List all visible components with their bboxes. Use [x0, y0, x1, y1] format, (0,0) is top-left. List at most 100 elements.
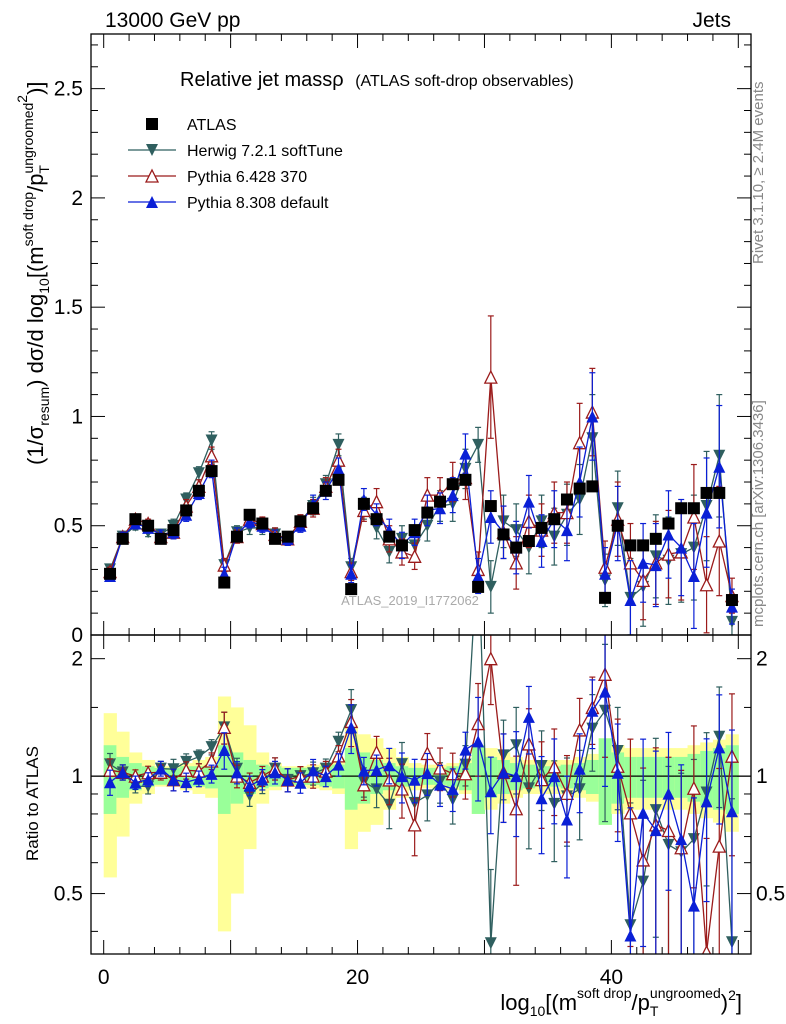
data-point — [713, 486, 726, 499]
y-tick-label: 1.5 — [54, 296, 83, 319]
pythia8-marker — [370, 763, 383, 776]
data-point — [180, 504, 193, 517]
ratio-tick-label-right: 2 — [756, 648, 768, 671]
pythia8-marker — [713, 460, 726, 473]
data-point — [269, 532, 282, 545]
y-tick-label: 2 — [71, 187, 83, 210]
data-point — [370, 513, 383, 526]
pythia8-marker — [395, 770, 408, 783]
pythia8-marker — [560, 813, 573, 826]
herwig-marker — [484, 937, 497, 950]
pythia8-marker — [383, 759, 396, 772]
herwig-marker — [146, 144, 158, 156]
data-point — [484, 500, 497, 513]
pythia8-marker — [142, 773, 155, 786]
y-axis-label: (1/σresum) dσ/d log10[(msoft drop/pTungr… — [14, 81, 52, 465]
pythia8-marker — [146, 196, 158, 208]
data-point — [383, 530, 396, 543]
x-tick-label: 20 — [346, 966, 369, 989]
x-axis-label: log10[(msoft drop/pTungroomed)2] — [500, 985, 742, 1019]
pythia8-marker — [586, 704, 599, 717]
legend-label-py8: Pythia 8.308 default — [187, 195, 329, 212]
pythia6-marker — [483, 369, 498, 384]
ratio-y-label: Ratio to ATLAS — [23, 746, 42, 861]
pythia8-marker — [230, 766, 243, 779]
svg-text:(1/σresum) dσ/d log10[(msoft d: (1/σresum) dσ/d log10[(msoft drop/pTungr… — [14, 81, 52, 465]
ratio-tick-label-right: 1 — [756, 765, 768, 788]
data-point — [560, 493, 573, 506]
pythia6-marker — [712, 838, 727, 853]
pythia8-marker — [713, 741, 726, 754]
data-point — [319, 484, 332, 497]
pythia8-marker — [192, 772, 205, 785]
pythia8-marker — [446, 489, 459, 502]
pythia6-marker — [458, 766, 473, 781]
axis-ticks: 0 20 40 0 0.5 1 1.5 2 2.5 0.5 0.5 1 1 2 2 — [54, 34, 785, 989]
data-point — [332, 473, 345, 486]
pythia8-marker — [434, 502, 447, 515]
ratio-tick-label-left: 0.5 — [54, 883, 83, 906]
x-tick-label: 0 — [98, 966, 110, 989]
ratio-line-py6 — [109, 658, 733, 953]
data-point — [725, 594, 738, 607]
y-tick-label: 0 — [71, 624, 83, 647]
data-point — [459, 473, 472, 486]
data-point — [700, 486, 713, 499]
pythia8-marker — [256, 773, 269, 786]
pythia8-marker — [725, 805, 738, 818]
data-point — [408, 524, 421, 537]
pythia8-marker — [472, 735, 485, 748]
pythia8-marker — [459, 743, 472, 756]
pythia8-marker — [535, 792, 548, 805]
herwig-marker — [192, 750, 205, 763]
herwig-marker — [192, 467, 205, 480]
ratio-plot-frame — [90, 634, 752, 955]
data-point — [573, 482, 586, 495]
ratio-band-inner-bin — [217, 745, 232, 814]
pythia8-marker — [662, 787, 675, 800]
data-point — [116, 532, 129, 545]
pythia8-marker — [484, 785, 497, 798]
pythia6-marker — [144, 168, 160, 183]
pythia8-marker — [560, 524, 573, 537]
data-point — [345, 583, 358, 596]
data-point — [662, 517, 675, 530]
svg-text:log10[(msoft drop/pTungroomed): log10[(msoft drop/pTungroomed)2] — [500, 985, 742, 1019]
pythia8-marker — [104, 776, 117, 789]
pythia8-marker — [624, 929, 637, 942]
pythia8-marker — [662, 528, 675, 541]
data-point — [154, 532, 167, 545]
pythia8-marker — [599, 685, 612, 698]
pythia8-marker — [459, 447, 472, 460]
x-tick-label: 40 — [600, 966, 623, 989]
pythia8-marker — [243, 779, 256, 792]
data-point — [611, 519, 624, 532]
analysis-watermark: ATLAS_2019_I1772062 — [341, 593, 479, 608]
pythia8-marker — [687, 569, 700, 582]
rivet-version-label: Rivet 3.1.10, ≥ 2.4M events — [750, 82, 767, 265]
pythia8-marker — [446, 782, 459, 795]
data-point — [192, 484, 205, 497]
data-point — [307, 502, 320, 515]
y-tick-label: 0.5 — [54, 515, 83, 538]
pythia8-marker — [522, 710, 535, 723]
pythia8-marker — [675, 833, 688, 846]
ratio-band-inner-bin — [344, 748, 359, 810]
pythia8-marker — [243, 515, 256, 528]
mcplots-citation-label: mcplots.cern.ch [arXiv:1306.3436] — [750, 400, 767, 627]
ratio-tick-label-left: 2 — [71, 648, 83, 671]
legend-label-herwig: Herwig 7.2.1 softTune — [187, 143, 343, 160]
data-point — [510, 541, 523, 554]
ratio-tick-label-right: 0.5 — [756, 883, 785, 906]
plot-title-main: Relative jet massρ — [180, 69, 344, 91]
pythia8-marker — [294, 776, 307, 789]
data-point — [243, 508, 256, 521]
data-point — [586, 480, 599, 493]
plot-title-sub: (ATLAS soft-drop observables) — [355, 73, 573, 90]
pythia6-marker — [712, 533, 727, 548]
data-point — [535, 521, 548, 534]
legend: ATLAS Herwig 7.2.1 softTune Pythia 6.428 3… — [128, 117, 343, 212]
pythia8-marker — [434, 778, 447, 791]
data-point — [357, 497, 370, 510]
